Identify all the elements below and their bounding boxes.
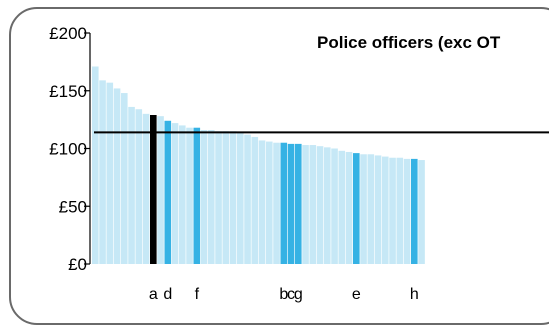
bar	[411, 158, 418, 264]
bar	[316, 146, 324, 264]
bar	[403, 158, 411, 264]
y-tick-label: £50	[59, 197, 87, 216]
bar	[92, 66, 99, 264]
bar	[338, 150, 346, 264]
bar	[302, 145, 309, 264]
bar	[374, 155, 382, 264]
bar	[280, 142, 288, 264]
bar	[113, 88, 121, 264]
bar	[295, 143, 302, 264]
bar	[208, 130, 215, 264]
bar	[150, 115, 157, 264]
category-labels-group: a d f bcg e h	[149, 286, 419, 303]
bar	[215, 131, 222, 264]
bar	[353, 153, 360, 264]
bar	[179, 125, 186, 265]
chart-title: Police officers (exc OT	[317, 33, 501, 52]
bar	[193, 127, 201, 265]
bar	[106, 82, 114, 264]
bar	[222, 131, 230, 264]
bar	[157, 116, 164, 264]
bar	[164, 120, 172, 264]
bar	[382, 156, 389, 264]
category-label: e	[352, 286, 361, 303]
bar	[309, 145, 317, 264]
y-tick-label: £100	[49, 140, 87, 159]
category-label: h	[410, 286, 419, 303]
bar	[237, 132, 244, 264]
bar	[324, 147, 331, 264]
bar	[345, 151, 353, 264]
bar	[121, 93, 128, 264]
y-tick-label: £0	[68, 255, 87, 274]
category-label: a	[149, 286, 158, 303]
bar	[200, 130, 208, 264]
bars-group	[92, 66, 425, 265]
bar	[142, 113, 150, 264]
bar	[128, 106, 135, 264]
bar	[418, 160, 425, 264]
bar	[99, 80, 106, 264]
bar	[287, 143, 295, 264]
bar	[251, 136, 259, 264]
bar	[258, 140, 266, 264]
category-label: d	[163, 286, 172, 303]
bar	[389, 157, 396, 264]
bar	[367, 154, 375, 264]
bar	[266, 141, 273, 264]
category-label: g	[294, 286, 303, 303]
bar	[229, 131, 237, 264]
bar	[273, 142, 280, 264]
category-label: f	[195, 286, 200, 303]
bar	[360, 154, 367, 264]
y-tick-label: £200	[49, 24, 87, 43]
bar	[171, 123, 179, 264]
y-tick-label: £150	[49, 82, 87, 101]
bar	[396, 157, 404, 264]
category-label: c	[287, 286, 295, 303]
y-axis-group: £0 £50 £100 £150 £200	[49, 24, 91, 274]
category-label: b	[279, 286, 288, 303]
bar	[186, 127, 193, 265]
bar	[331, 148, 338, 264]
bar	[135, 109, 143, 264]
bar	[244, 134, 251, 264]
